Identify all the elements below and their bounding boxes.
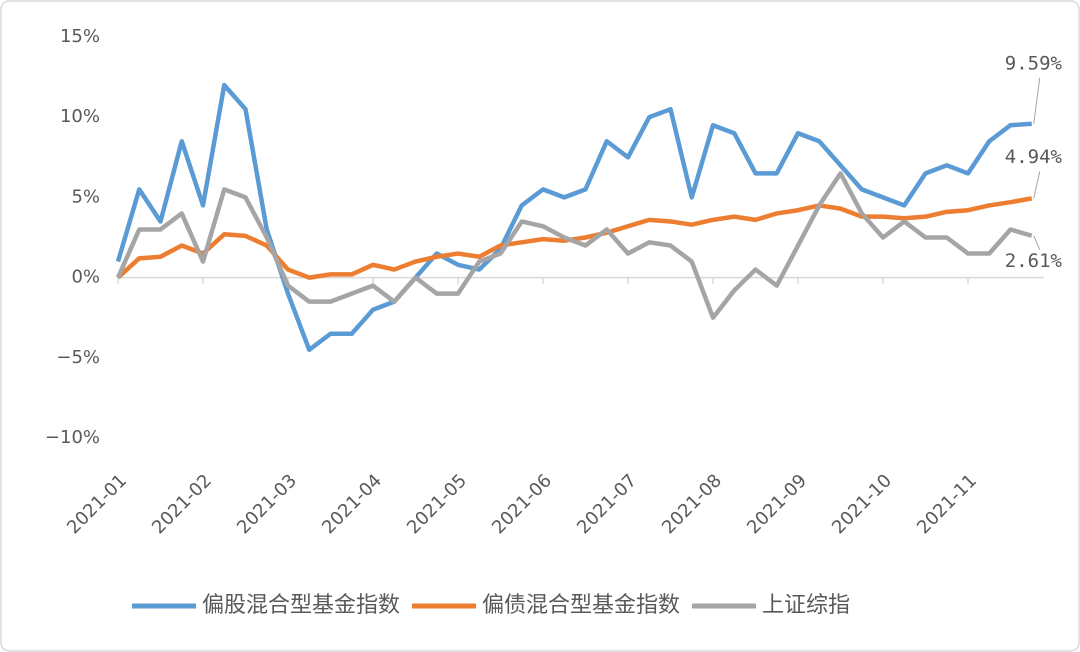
legend-label: 上证综指 <box>762 593 850 618</box>
line-series <box>115 171 1033 320</box>
y-tick-label: −5% <box>56 347 100 368</box>
y-tick-label: 0% <box>71 267 100 288</box>
y-tick-label: −10% <box>45 427 100 448</box>
legend-label: 偏债混合型基金指数 <box>482 593 680 618</box>
data-label: 9.59% <box>1005 52 1063 74</box>
y-tick-label: 10% <box>60 106 100 127</box>
legend-label: 偏股混合型基金指数 <box>202 593 400 618</box>
label-leader <box>1033 171 1041 199</box>
data-label: 2.61% <box>1005 250 1063 272</box>
y-tick-label: 5% <box>71 186 100 207</box>
label-leader <box>1033 77 1041 124</box>
y-tick-label: 15% <box>60 26 100 47</box>
label-leader <box>1033 235 1041 250</box>
data-label: 4.94% <box>1005 146 1063 168</box>
